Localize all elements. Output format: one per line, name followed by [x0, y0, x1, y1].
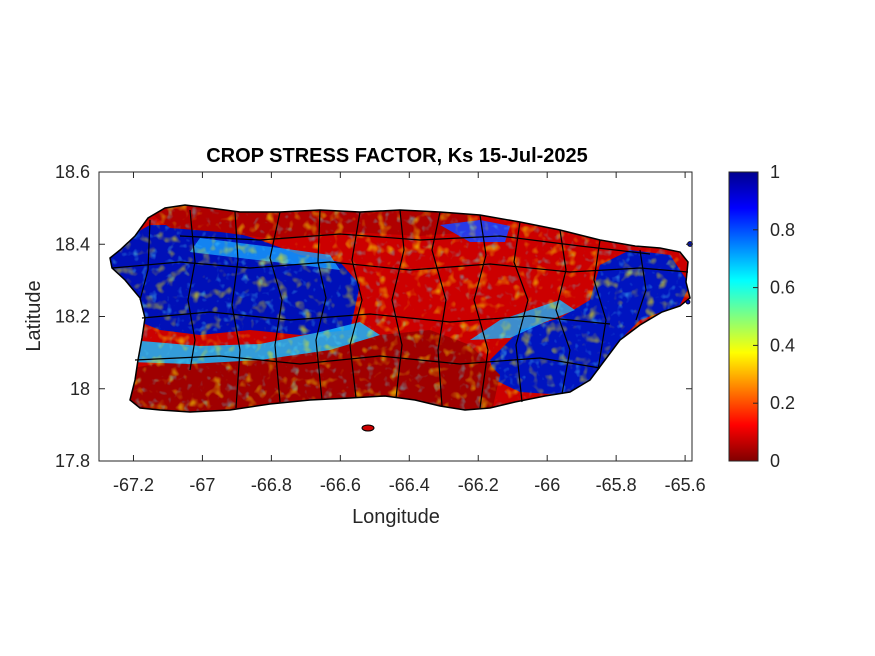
- x-tick-label: -66.4: [389, 475, 430, 495]
- colorbar-tick-label: 0.2: [770, 393, 795, 413]
- y-tick-label: 17.8: [55, 451, 90, 471]
- island-ks-raster: [110, 205, 690, 412]
- x-tick-label: -66.8: [251, 475, 292, 495]
- x-tick-label: -66.2: [458, 475, 499, 495]
- caja-de-muerto-islet: [361, 424, 375, 432]
- x-tick-label: -65.8: [596, 475, 637, 495]
- colorbar-tick-label: 0.4: [770, 335, 795, 355]
- colorbar-ticks: 1 0.8 0.6 0.4 0.2 0: [753, 162, 795, 471]
- x-tick-label: -65.6: [665, 475, 706, 495]
- y-axis-label: Latitude: [23, 280, 45, 351]
- x-tick-label: -67.2: [113, 475, 154, 495]
- x-tick-label: -66: [534, 475, 560, 495]
- colorbar-tick-label: 0: [770, 451, 780, 471]
- y-tick-label: 18: [70, 379, 90, 399]
- municipal-boundaries: [109, 204, 691, 413]
- y-tick-label: 18.4: [55, 234, 90, 254]
- colorbar-tick-label: 1: [770, 162, 780, 182]
- eastern-islet-2: [685, 299, 691, 305]
- colorbar: [728, 171, 759, 462]
- x-tick-label: -66.6: [320, 475, 361, 495]
- x-tick-label: -67: [189, 475, 215, 495]
- y-axis-ticks: 18.6 18.4 18.2 18 17.8: [55, 162, 692, 471]
- x-axis-label: Longitude: [352, 506, 440, 528]
- colorbar-tick-label: 0.8: [770, 220, 795, 240]
- y-tick-label: 18.2: [55, 307, 90, 327]
- x-axis-ticks: -67.2 -67 -66.8 -66.6 -66.4 -66.2 -66 -65.8 -65.…: [113, 172, 706, 495]
- colorbar-tick-label: 0.6: [770, 278, 795, 298]
- y-tick-label: 18.6: [55, 162, 90, 182]
- chart-title: CROP STRESS FACTOR, Ks 15-Jul-2025: [206, 145, 588, 167]
